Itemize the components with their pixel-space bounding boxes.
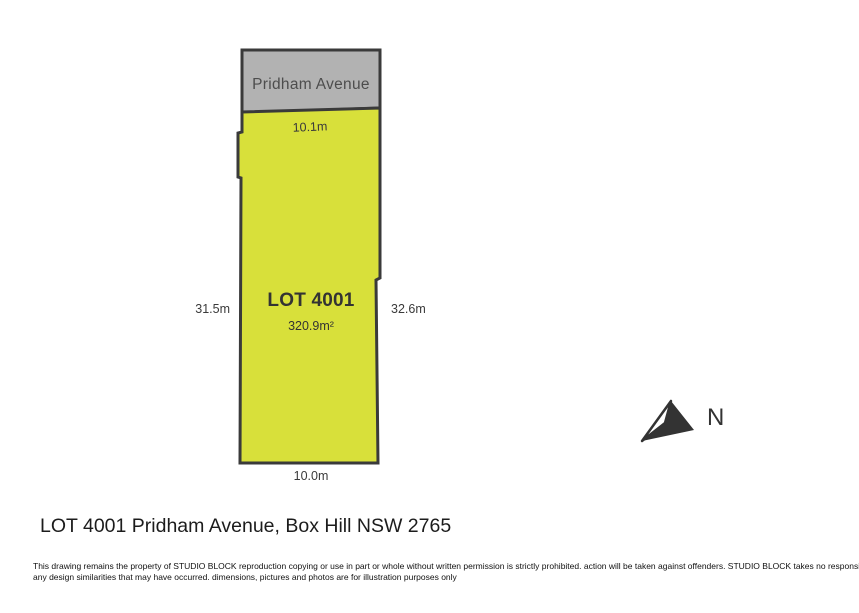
lot-area-label: 320.9m² (288, 319, 334, 333)
page-title: LOT 4001 Pridham Avenue, Box Hill NSW 27… (40, 515, 452, 537)
dimension-right-label: 32.6m (391, 302, 426, 316)
lot-boundary-shape (236, 106, 382, 465)
disclaimer-text: This drawing remains the property of STU… (33, 561, 859, 583)
north-arrow-icon (640, 399, 694, 443)
dimension-bottom-label: 10.0m (293, 469, 329, 483)
disclaimer-line-1: This drawing remains the property of STU… (33, 561, 859, 571)
disclaimer-line-2: any design similarities that may have oc… (33, 572, 457, 582)
dimension-left-label: 31.5m (195, 302, 230, 316)
lot-number-label: LOT 4001 (267, 290, 355, 311)
street-name-label: Pridham Avenue (252, 76, 370, 93)
north-label: N (707, 404, 725, 431)
